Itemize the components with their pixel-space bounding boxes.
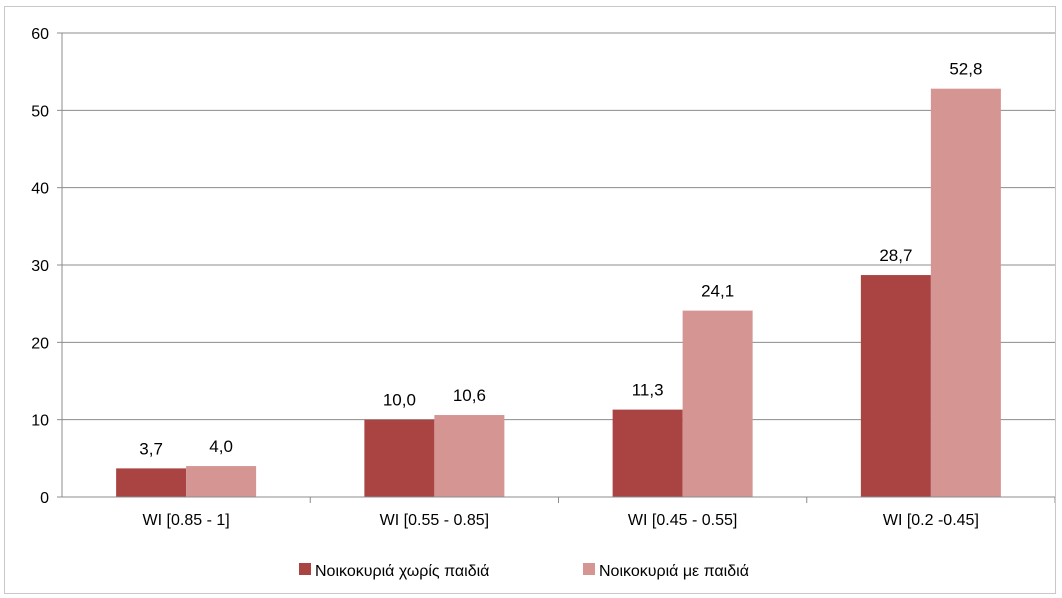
legend-label: Νοικοκυριά με παιδιά [599,563,749,580]
x-tick-label: WI [0.2 -0.45] [883,512,979,529]
data-label: 10,6 [453,386,486,405]
bar-with-children [186,466,257,497]
data-label: 11,3 [632,381,664,400]
chart-frame: 0 10 20 30 40 50 60 3,7 4,0 10,0 10,6 11,3 24,1 28,7… [4,6,1056,594]
bar-with-children [434,415,505,497]
bar-without-children [364,419,435,497]
bar-without-children [612,409,683,497]
data-label: 52,8 [949,60,982,79]
data-label: 10,0 [383,391,416,410]
data-label: 3,7 [139,439,163,458]
legend: Νοικοκυριά χωρίς παιδιά Νοικοκυριά με παι… [299,563,749,580]
y-tick-label: 0 [40,490,49,507]
data-label: 24,1 [701,282,734,301]
bars: 3,7 4,0 10,0 10,6 11,3 24,1 28,7 52,8 [116,60,1001,498]
y-tick-label: 10 [31,413,49,430]
legend-swatch [299,563,311,575]
legend-label: Νοικοκυριά χωρίς παιδιά [315,563,489,580]
data-label: 4,0 [209,437,233,456]
x-tick-label: WI [0.45 - 0.55] [628,512,737,529]
bar-chart: 0 10 20 30 40 50 60 3,7 4,0 10,0 10,6 11,3 24,1 28,7… [31,26,1056,580]
data-label: 28,7 [879,246,912,265]
bar-without-children [860,275,931,497]
bar-with-children [930,88,1001,498]
y-tick-label: 20 [31,335,49,352]
x-axis: WI [0.85 - 1] WI [0.55 - 0.85] WI [0.45 - … [62,496,1056,529]
bar-with-children [682,310,753,497]
y-tick-label: 40 [31,181,49,198]
y-tick-label: 60 [31,26,49,43]
y-axis: 0 10 20 30 40 50 60 [31,26,63,507]
x-tick-label: WI [0.55 - 0.85] [380,512,489,529]
legend-swatch [583,563,595,575]
x-tick-label: WI [0.85 - 1] [143,512,230,529]
y-tick-label: 30 [31,258,49,275]
bar-without-children [116,468,187,497]
y-tick-label: 50 [31,103,49,120]
